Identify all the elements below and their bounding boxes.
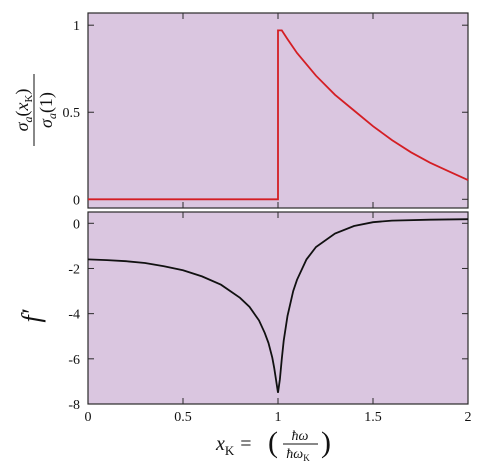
bottom-x-ticks: 0 0.5 1 1.5 2: [85, 212, 472, 425]
xlabel-close-paren: ): [321, 426, 331, 459]
xtick-label: 1.5: [364, 410, 382, 425]
ylabel-denominator: σa(1): [36, 92, 59, 128]
xlabel-variable: xK =: [215, 433, 252, 458]
bottom-panel: 0 -2 -4 -6 -8 0 0.5 1 1.5 2 f′ xK = ( ħω ħωK ): [17, 211, 472, 463]
top-y-label: σa(xK) σa(1): [12, 74, 59, 146]
bottom-ytick-label: -2: [68, 262, 80, 277]
xlabel-open-paren: (: [268, 426, 278, 459]
xtick-label: 2: [465, 410, 472, 425]
bottom-series-line: [87, 218, 469, 393]
top-ytick-label: 1: [73, 19, 80, 34]
bottom-x-label: xK = ( ħω ħωK ): [215, 426, 331, 463]
bottom-y-ticks: 0 -2 -4 -6 -8: [68, 217, 468, 413]
bottom-ytick-label: -8: [68, 398, 80, 413]
bottom-ytick-label: -6: [68, 353, 80, 368]
top-series-line: [88, 29, 469, 201]
xtick-label: 0: [85, 410, 92, 425]
bottom-y-label: f′: [17, 309, 46, 322]
bottom-ytick-label: 0: [73, 217, 80, 232]
top-panel: 0 0.5 1 σa(xK) σa(1): [12, 12, 469, 209]
xlabel-numerator: ħω: [292, 429, 309, 444]
bottom-ytick-label: -4: [68, 308, 80, 323]
top-ytick-label: 0: [73, 193, 80, 208]
xtick-label: 0.5: [174, 410, 192, 425]
top-ytick-label: 0.5: [63, 106, 81, 121]
bottom-plot-area: [87, 211, 469, 405]
xlabel-denominator: ħωK: [286, 447, 310, 463]
xtick-label: 1: [275, 410, 282, 425]
ylabel-numerator: σa(xK): [12, 89, 35, 132]
